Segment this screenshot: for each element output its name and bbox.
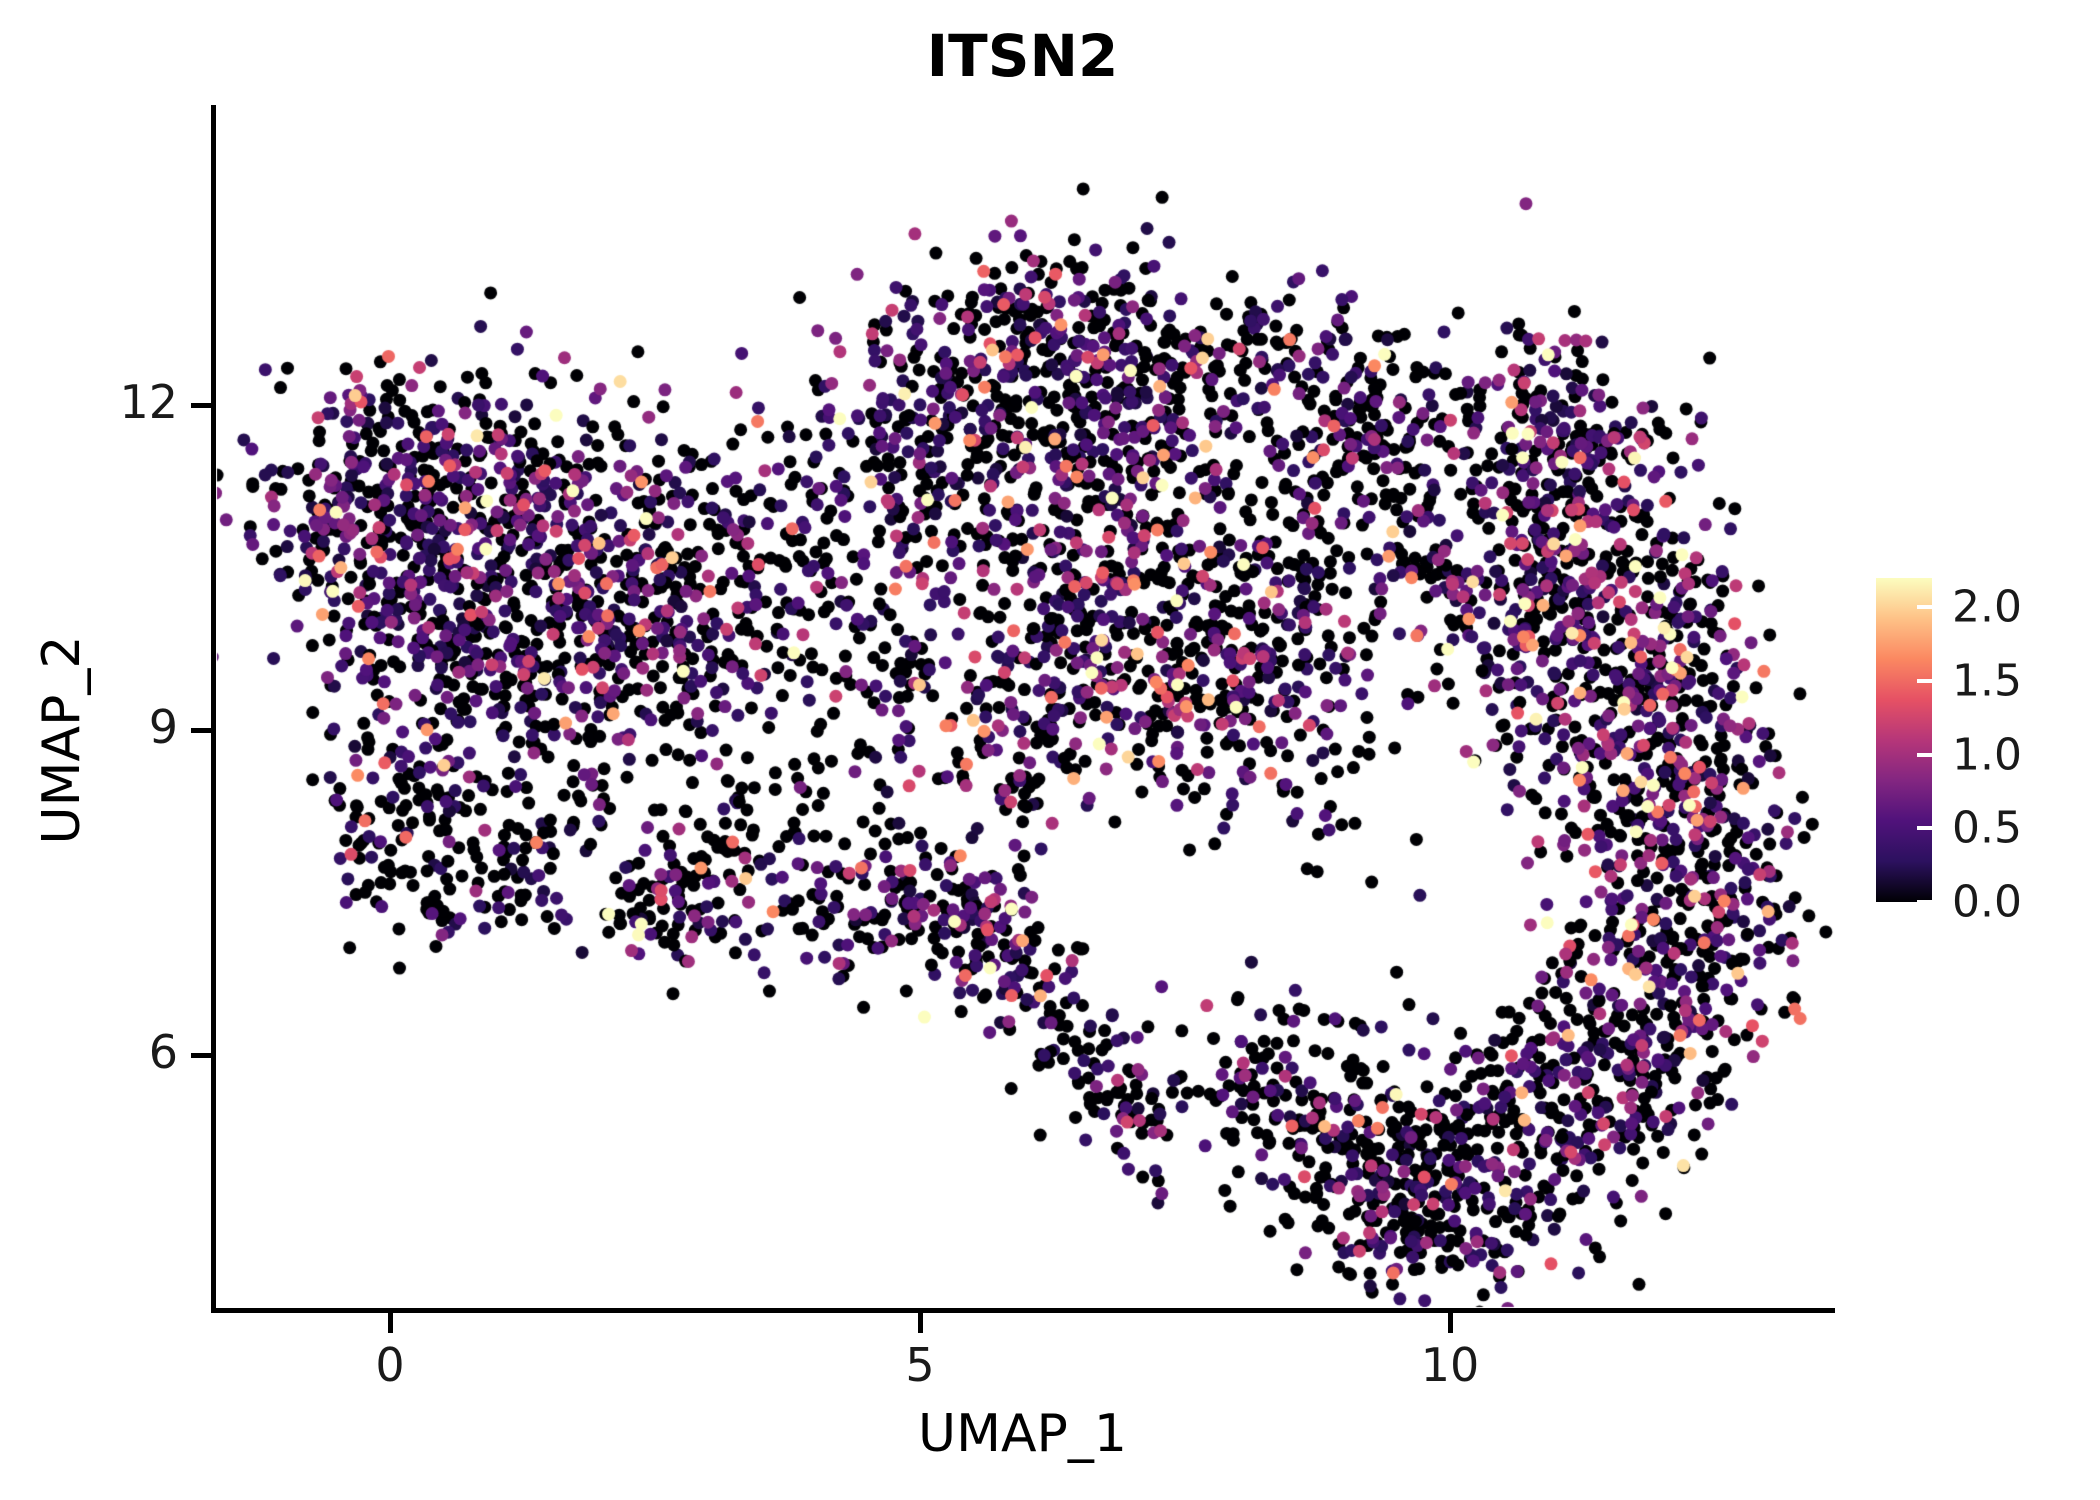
x-tick-label: 5 xyxy=(905,1338,935,1392)
y-axis-line xyxy=(211,105,216,1313)
x-tick-mark xyxy=(1448,1313,1453,1333)
colorbar-tick-mark xyxy=(1917,605,1932,610)
colorbar-tick-label: 0.0 xyxy=(1952,876,2022,928)
x-axis-label: UMAP_1 xyxy=(918,1404,1127,1464)
colorbar-tick-label: 1.5 xyxy=(1952,655,2022,707)
x-tick-mark xyxy=(918,1313,923,1333)
colorbar-tick-mark xyxy=(1917,752,1932,757)
y-tick-label: 6 xyxy=(148,1024,178,1079)
colorbar-tick-label: 0.5 xyxy=(1952,802,2022,854)
colorbar-tick-mark xyxy=(1917,679,1932,684)
x-tick-label: 10 xyxy=(1420,1338,1480,1392)
colorbar-tick-mark xyxy=(1917,900,1932,904)
x-tick-label: 0 xyxy=(375,1338,405,1392)
y-tick-mark xyxy=(191,403,211,408)
x-axis-line xyxy=(211,1308,1835,1313)
y-tick-mark xyxy=(191,727,211,733)
colorbar-tick-label: 1.0 xyxy=(1952,729,2022,781)
colorbar xyxy=(1876,578,1932,904)
colorbar-gradient xyxy=(1876,578,1932,902)
y-tick-label: 12 xyxy=(119,375,178,429)
x-tick-mark xyxy=(388,1313,393,1333)
y-tick-mark xyxy=(191,1052,211,1058)
colorbar-tick-label: 2.0 xyxy=(1952,581,2022,633)
y-tick-label: 9 xyxy=(148,699,178,754)
colorbar-tick-mark xyxy=(1917,826,1932,831)
y-axis-label: UMAP_2 xyxy=(32,635,92,845)
chart-title: ITSN2 xyxy=(926,22,1119,90)
